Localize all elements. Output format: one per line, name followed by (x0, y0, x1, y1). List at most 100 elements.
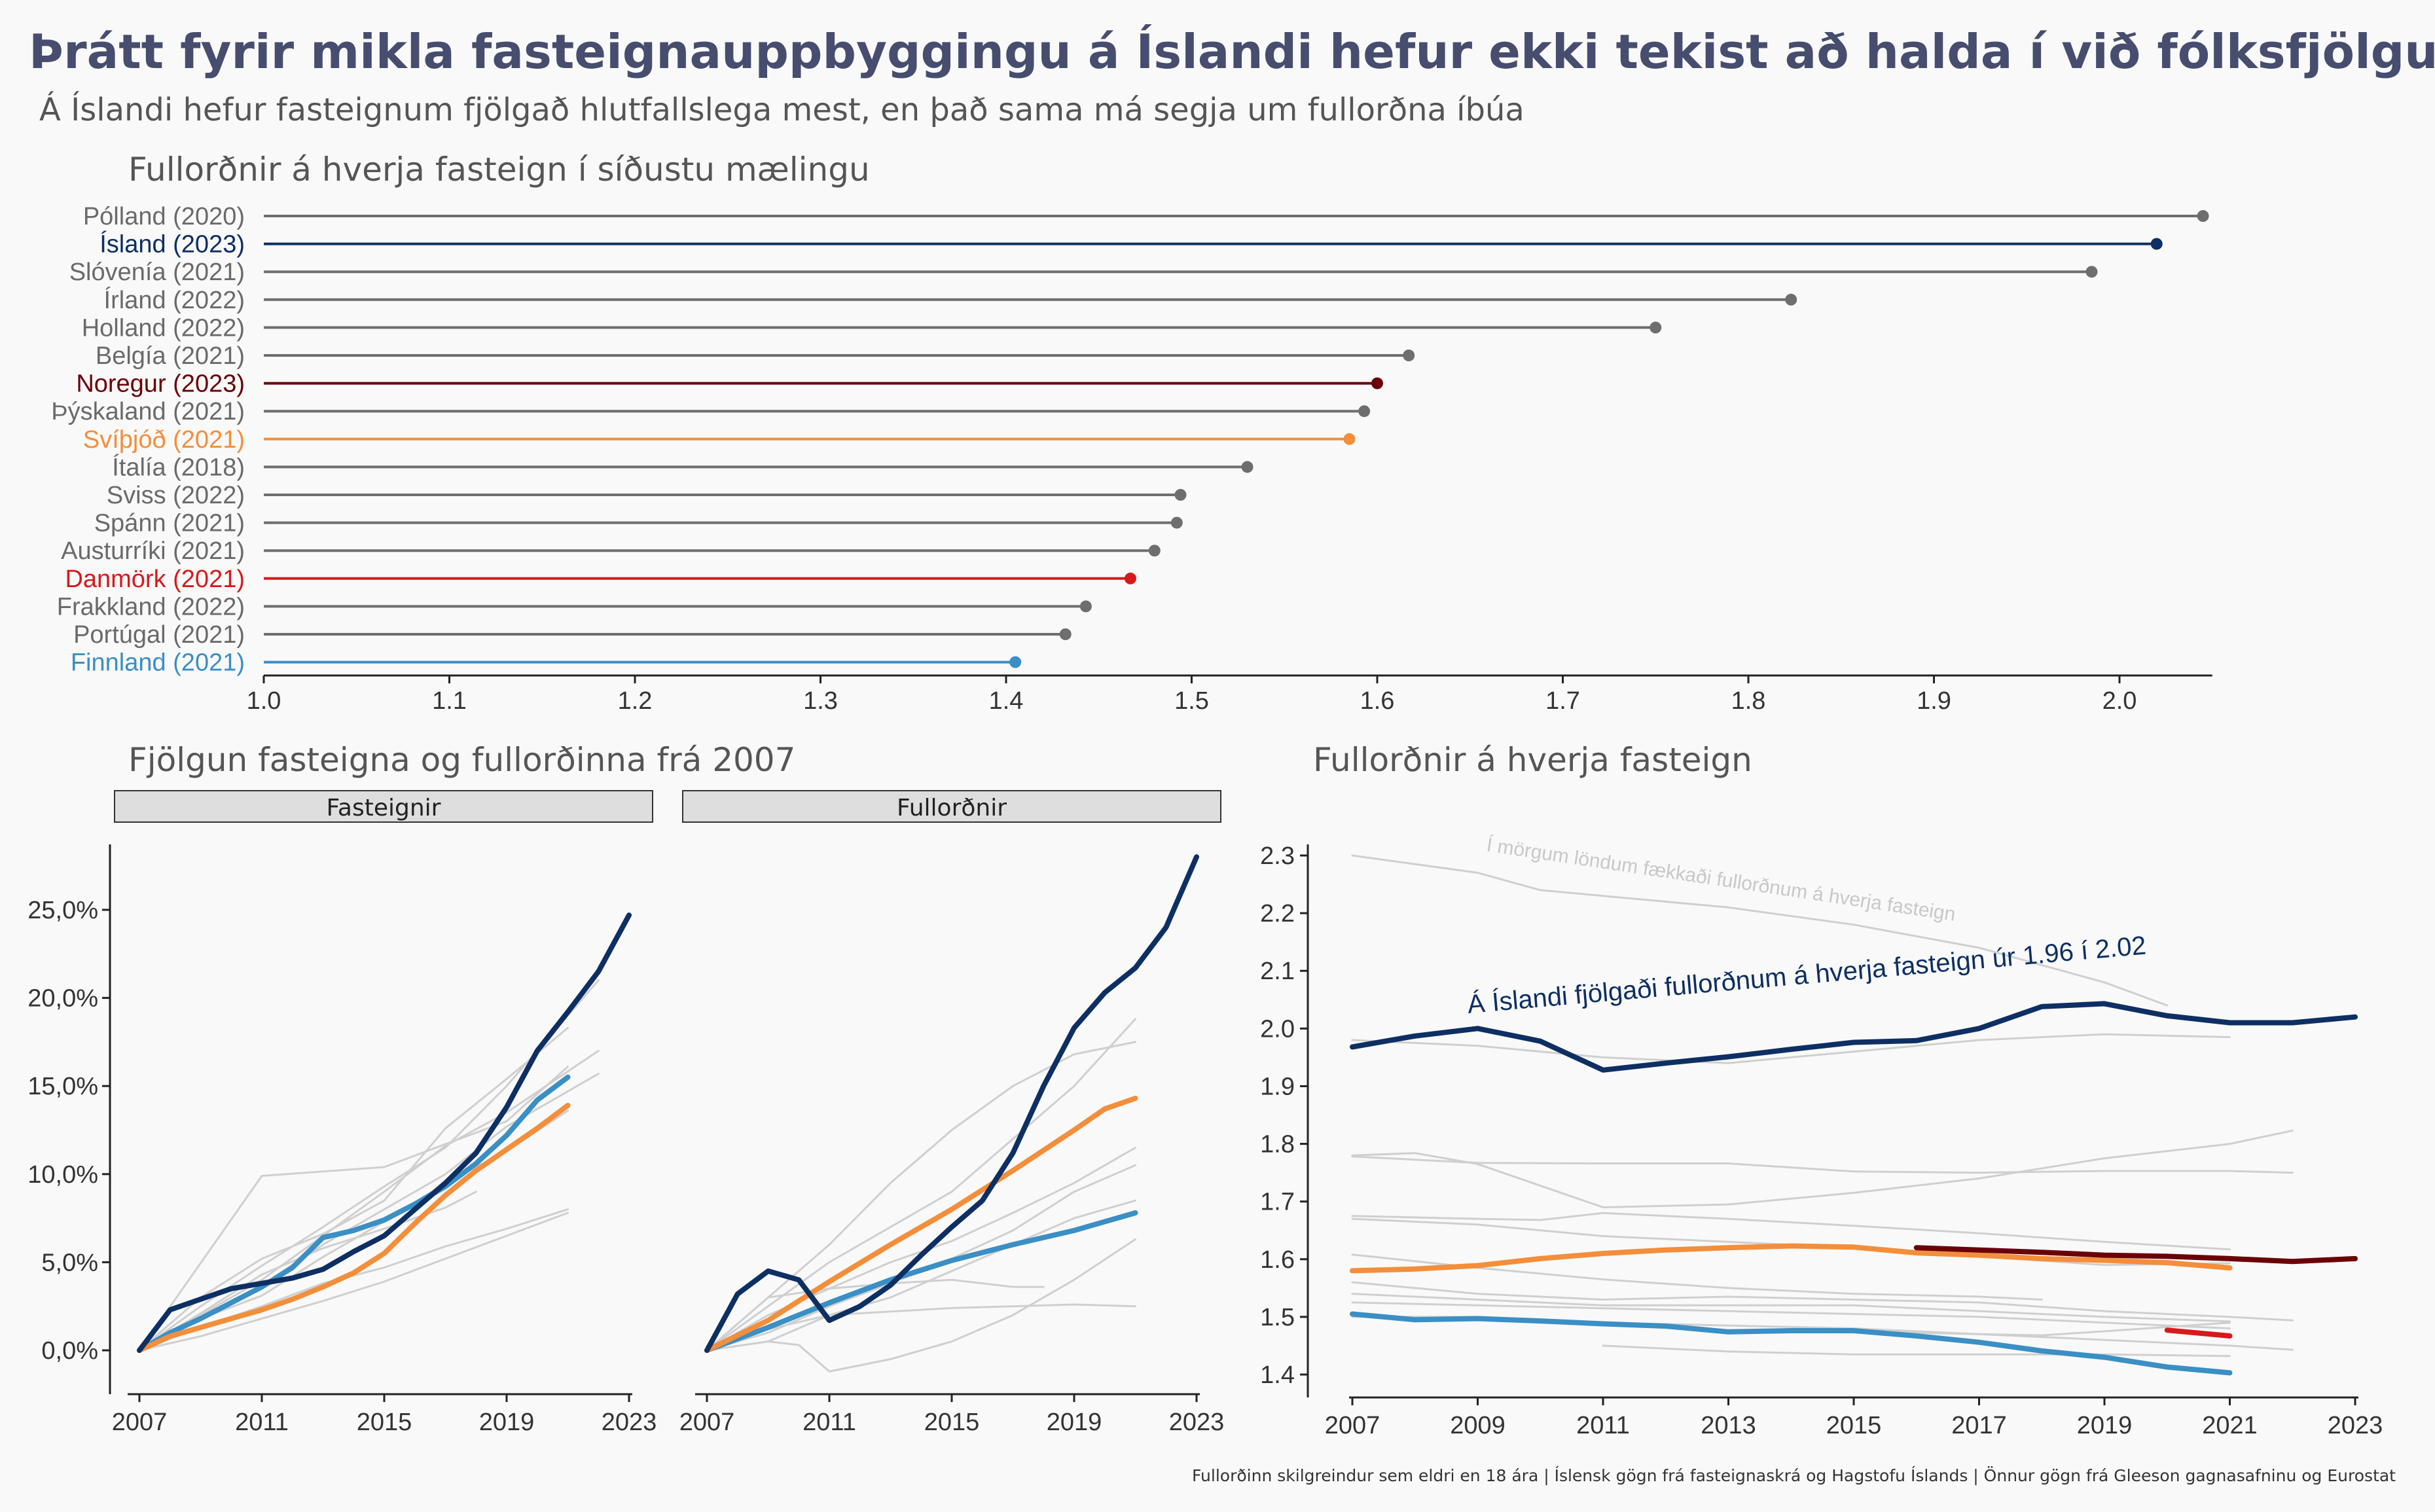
growth-tick-label: 2023 (1169, 1409, 1225, 1436)
lollipop-label-slovenia-2021: Slóvenía (2021) (69, 259, 245, 286)
ratio-y-tick-label: 1.9 (1260, 1073, 1295, 1100)
facet-label-fasteignir: Fasteignir (327, 795, 441, 821)
lollipop-label-belgia-2021: Belgía (2021) (96, 342, 245, 370)
growth-fullor-nir-series-other-1 (706, 1041, 1136, 1352)
growth-fullor-nir-series-other-7 (706, 1303, 1136, 1352)
growth-fullor-nir-series-iceland (704, 854, 1199, 1353)
lollipop-label-svi-jo-2021: Svíþjóð (2021) (83, 426, 245, 454)
ratio-series-other-12 (1852, 1322, 2231, 1337)
facet-strip-fullordnir (682, 790, 1221, 823)
ratio-series-other-11 (1602, 1344, 2231, 1358)
page-subtitle: Á Íslandi hefur fasteignum fjölgað hlutf… (39, 91, 1524, 128)
ratio-series-sweden (1350, 1243, 2233, 1274)
lollipop-dot-austurriki-2021 (1148, 545, 1161, 557)
lollipop-tick-label: 1.8 (1731, 687, 1766, 715)
ratio-series-other-8 (1351, 1293, 2231, 1323)
lollipop-dot-danmork-2021 (1124, 572, 1136, 585)
growth-fullor-nir-series-sweden (704, 1096, 1138, 1353)
lollipop-label-sviss-2022: Sviss (2022) (107, 482, 245, 509)
lollipop-label-spann-2021: Spánn (2021) (94, 510, 245, 537)
growth-fasteignir-series-sweden (137, 1102, 571, 1353)
lollipop-tick-label: 1.3 (803, 687, 838, 715)
ratio-y-tick-label: 1.4 (1260, 1361, 1295, 1389)
lollipop-dot-svi-jo-2021 (1343, 433, 1356, 445)
ratio-y-tick-label: 1.7 (1260, 1189, 1295, 1216)
lollipop-dot-irland-2022 (1785, 293, 1797, 306)
lollipop-label-yskaland-2021: Þýskaland (2021) (51, 398, 245, 425)
source-caption: Fullorðinn skilgreindur sem eldri en 18 … (1192, 1466, 2396, 1485)
growth-title: Fjölgun fasteigna og fullorðinna frá 200… (128, 741, 795, 779)
growth-fasteignir-series-other-2 (138, 979, 600, 1352)
ratio-y-tick-label: 1.5 (1260, 1304, 1295, 1331)
growth-y-tick-label: 10,0% (27, 1161, 98, 1189)
ratio-chart: 2007 2009 2011 2013 2015 2017 2019 2021 2023 1.4 1… (1260, 834, 2383, 1439)
ratio-tick-label: 2007 (1325, 1412, 1380, 1439)
growth-tick-label: 2007 (112, 1409, 168, 1436)
ratio-tick-label: 2023 (2328, 1412, 2383, 1439)
ratio-y-tick-label: 2.1 (1260, 958, 1295, 985)
growth-fasteignir-series-other-3 (138, 1049, 600, 1352)
facet-label-fullordnir: Fullorðnir (897, 795, 1007, 821)
lollipop-dot-noregur-2023 (1371, 377, 1383, 389)
ratio-tick-label: 2021 (2202, 1412, 2258, 1439)
growth-fullor-nir-series-other-0 (706, 1018, 1136, 1352)
ratio-series-other-2 (1351, 1129, 2294, 1208)
growth-tick-label: 2011 (235, 1409, 289, 1436)
ratio-tick-label: 2015 (1826, 1412, 1882, 1439)
lollipop-label-polland-2020: Pólland (2020) (83, 203, 245, 230)
lollipop-dot-island-2023 (2150, 238, 2163, 250)
lollipop-dot-belgia-2021 (1403, 350, 1415, 361)
lollipop-tick-label: 2.0 (2102, 687, 2137, 715)
ratio-tick-label: 2017 (1951, 1412, 2007, 1439)
lollipop-label-frakkland-2022: Frakkland (2022) (57, 593, 245, 621)
ratio-series-other-1 (1351, 1033, 2231, 1064)
lollipop-tick-label: 1.9 (1917, 687, 1951, 715)
growth-chart: 2007 2011 2015 2019 2023 2007 2011 2015 2019 2023… (27, 844, 1224, 1436)
lollipop-tick-label: 1.6 (1360, 687, 1395, 715)
ratio-series-iceland (1350, 1001, 2358, 1073)
lollipop-tick-label: 1.5 (1174, 687, 1209, 715)
lollipop-dot-holland-2022 (1650, 321, 1662, 334)
growth-y-tick-label: 20,0% (27, 985, 98, 1013)
ratio-tick-label: 2009 (1450, 1412, 1506, 1439)
ratio-series-other-6 (1351, 1253, 2043, 1301)
lollipop-tick-label: 1.2 (618, 687, 653, 715)
growth-fasteignir-series-iceland (137, 912, 632, 1353)
ratio-series-finland (1350, 1311, 2233, 1376)
ratio-tick-label: 2013 (1701, 1412, 1756, 1439)
lollipop-label-danmork-2021: Danmörk (2021) (65, 566, 245, 593)
lollipop-dot-polland-2020 (2197, 210, 2209, 222)
lollipop-dot-slovenia-2021 (2085, 266, 2098, 278)
lollipop-dot-frakkland-2022 (1079, 600, 1092, 613)
lollipop-label-holland-2022: Holland (2022) (82, 314, 245, 342)
ratio-y-tick-label: 2.3 (1260, 842, 1295, 870)
ratio-tick-label: 2019 (2077, 1412, 2133, 1439)
ratio-tick-label: 2011 (1576, 1412, 1630, 1439)
ratio-y-tick-label: 2.2 (1260, 900, 1295, 927)
growth-tick-label: 2007 (679, 1409, 735, 1436)
lollipop-chart: Pólland (2020)Ísland (2023)Slóvenía (202… (51, 203, 2212, 715)
ratio-series-denmark (2164, 1327, 2233, 1339)
growth-fasteignir-series-finland (137, 1074, 571, 1353)
growth-fullor-nir-series-other-5 (706, 1238, 1136, 1373)
ratio-series-other-4 (1351, 1212, 2231, 1251)
growth-tick-label: 2019 (479, 1409, 535, 1436)
lollipop-label-irland-2022: Írland (2022) (104, 286, 245, 314)
growth-fullor-nir-series-other-4 (706, 1199, 1136, 1352)
ratio-title: Fullorðnir á hverja fasteign (1313, 741, 1752, 779)
growth-tick-label: 2023 (602, 1409, 657, 1436)
ratio-series-other-10 (1351, 1316, 2294, 1351)
growth-fasteignir-series-other-0 (138, 1066, 569, 1352)
growth-y-tick-label: 0,0% (41, 1337, 98, 1365)
lollipop-dot-finnland-2021 (1009, 656, 1022, 668)
growth-y-tick-label: 15,0% (27, 1073, 98, 1100)
ratio-series-norway (1913, 1245, 2358, 1265)
growth-fasteignir-series-other-8 (138, 1212, 569, 1352)
lollipop-tick-label: 1.1 (432, 687, 467, 715)
lollipop-title: Fullorðnir á hverja fasteign í síðustu m… (128, 151, 870, 189)
ratio-y-tick-label: 1.8 (1260, 1131, 1295, 1159)
ratio-series-other-0 (1351, 854, 2169, 1007)
lollipop-label-island-2023: Ísland (2023) (99, 230, 245, 259)
growth-tick-label: 2011 (803, 1409, 856, 1436)
